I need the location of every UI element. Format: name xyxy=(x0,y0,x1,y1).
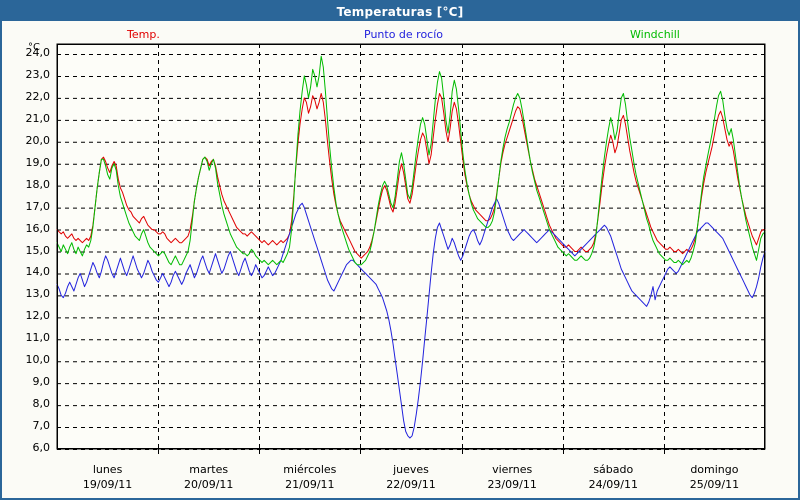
y-axis-tick-label: 9,0 xyxy=(32,375,51,389)
plot-frame xyxy=(56,43,766,450)
x-axis-tick-label: jueves 22/09/11 xyxy=(351,463,471,491)
x-axis-day-name: jueves xyxy=(393,463,429,476)
y-axis-tick-label: 17,0 xyxy=(25,199,51,213)
y-axis-tick-label: 20,0 xyxy=(25,133,51,147)
legend-label-dew-point: Punto de rocío xyxy=(364,28,444,41)
legend-item-dew-point: Punto de rocío xyxy=(364,28,443,41)
y-axis-tick-label: 15,0 xyxy=(25,243,51,257)
y-axis-tick-label: 12,0 xyxy=(25,309,51,323)
y-axis-tick-label: 7,0 xyxy=(32,419,51,433)
y-axis-tick-label: 24,0 xyxy=(25,46,51,59)
y-axis-tick-label: 14,0 xyxy=(25,265,51,279)
x-axis-day-name: martes xyxy=(189,463,229,476)
y-axis-tick-label: 18,0 xyxy=(25,177,51,191)
y-axis-tick-label: 23,0 xyxy=(25,67,51,81)
x-axis-date: 19/09/11 xyxy=(82,478,133,491)
x-axis-tick-label: martes 20/09/11 xyxy=(149,463,269,491)
y-axis-tick-label: 22,0 xyxy=(25,89,51,103)
page-title: Temperaturas [°C] xyxy=(336,4,464,19)
series-line-windchill xyxy=(56,55,766,266)
x-axis-date: 21/09/11 xyxy=(285,478,335,491)
x-axis-date: 24/09/11 xyxy=(588,478,638,491)
legend-item-windchill: Windchill xyxy=(630,28,680,41)
series-line-temp xyxy=(56,93,766,259)
x-axis-day-name: domingo xyxy=(690,463,739,476)
y-axis-tick-label: 16,0 xyxy=(25,221,51,235)
y-axis-tick-label: 19,0 xyxy=(25,155,51,169)
y-axis-tick-label: 13,0 xyxy=(25,287,51,301)
y-axis-tick-label: 11,0 xyxy=(25,331,51,345)
y-axis-unit-label: °C xyxy=(28,42,40,53)
legend-label-windchill: Windchill xyxy=(630,28,680,41)
x-axis-date: 25/09/11 xyxy=(689,478,740,491)
window-title-bar: Temperaturas [°C] xyxy=(2,2,798,21)
legend-item-temp: Temp. xyxy=(127,28,160,41)
x-axis-tick-label: miércoles 21/09/11 xyxy=(250,463,370,491)
x-axis-tick-label: domingo 25/09/11 xyxy=(654,463,774,491)
y-axis-tick-label: 10,0 xyxy=(25,353,51,367)
y-axis-tick-label: 6,0 xyxy=(32,441,51,454)
x-axis-date: 23/09/11 xyxy=(487,478,537,491)
x-axis-day-name: lunes xyxy=(92,463,123,476)
x-axis-date: 20/09/11 xyxy=(184,478,234,491)
x-axis-day-name: sábado xyxy=(593,463,634,476)
series-line-punto-de-roc-o xyxy=(56,198,766,439)
legend-label-temp: Temp. xyxy=(127,28,160,41)
y-axis-tick-label: 8,0 xyxy=(32,397,51,411)
x-axis-day-name: miércoles xyxy=(283,463,337,476)
plot-border xyxy=(57,44,765,449)
y-axis-tick-label: 21,0 xyxy=(25,111,51,125)
x-axis-day-name: viernes xyxy=(492,463,533,476)
x-axis-tick-label: viernes 23/09/11 xyxy=(452,463,572,491)
x-axis-date: 22/09/11 xyxy=(386,478,436,491)
x-axis-tick-label: sábado 24/09/11 xyxy=(553,463,673,491)
x-axis-tick-label: lunes 19/09/11 xyxy=(48,463,168,491)
